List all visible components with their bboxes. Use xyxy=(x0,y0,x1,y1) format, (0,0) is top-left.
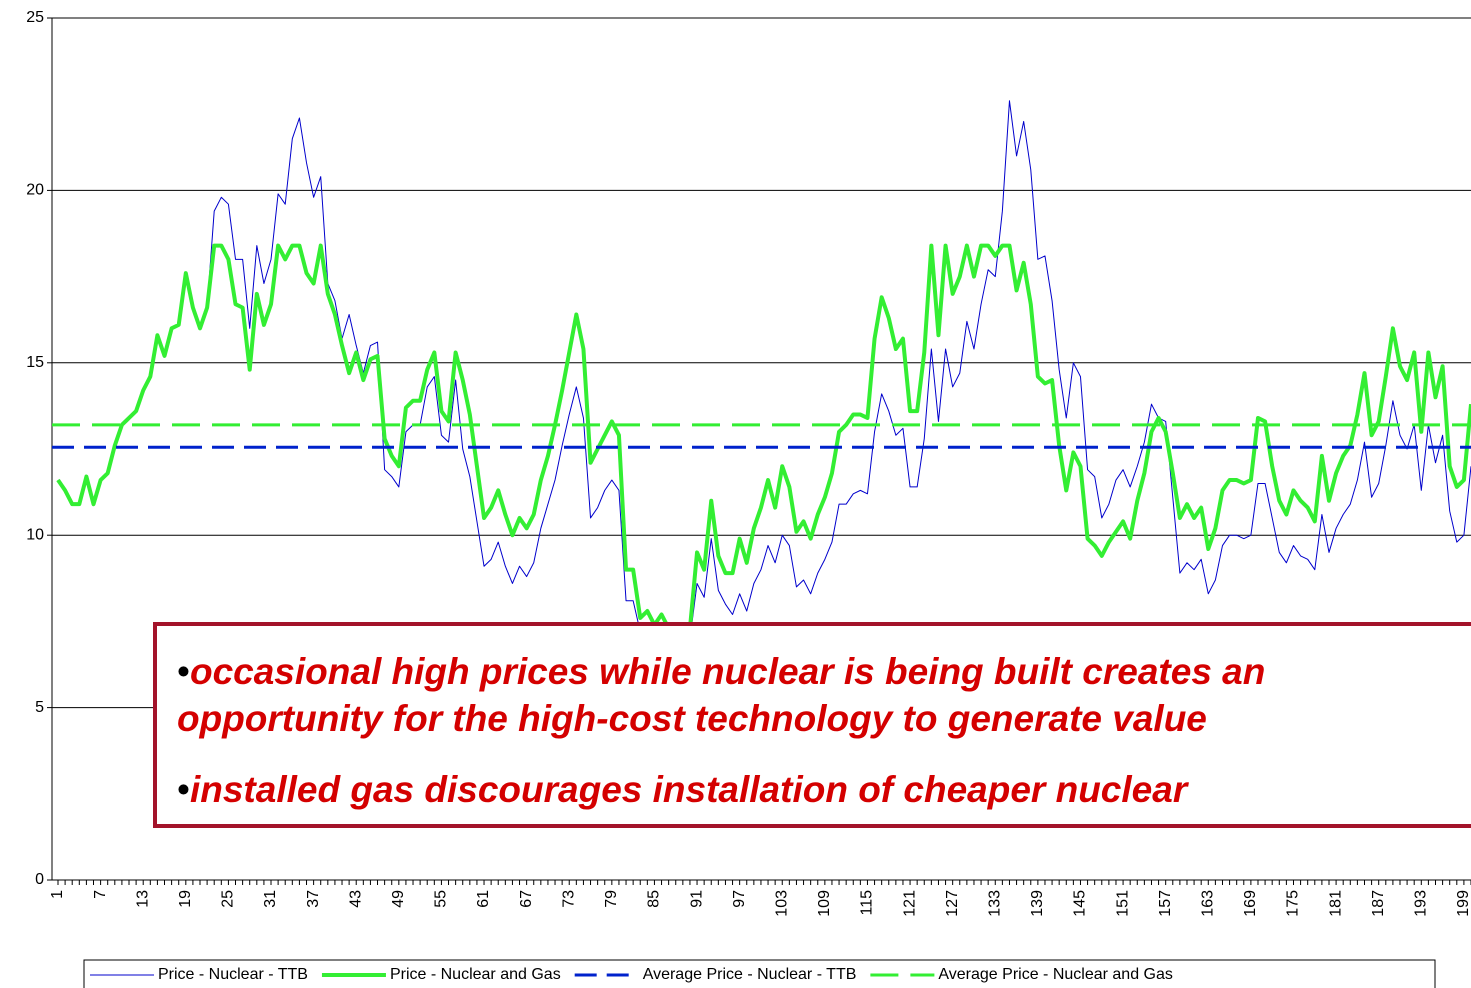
x-tick-label: 121 xyxy=(901,890,918,917)
x-tick-label: 43 xyxy=(347,890,364,908)
x-tick-label: 115 xyxy=(859,890,876,916)
x-tick-label: 109 xyxy=(816,890,833,917)
legend-label: Average Price - Nuclear and Gas xyxy=(938,966,1172,983)
x-tick-label: 139 xyxy=(1029,890,1046,917)
y-tick-label: 20 xyxy=(26,182,44,199)
x-tick-label: 67 xyxy=(518,890,535,908)
y-tick-label: 25 xyxy=(26,9,44,26)
legend-label: Price - Nuclear and Gas xyxy=(390,966,561,983)
x-tick-label: 187 xyxy=(1370,890,1387,917)
legend-label: Price - Nuclear - TTB xyxy=(158,966,308,983)
x-tick-label: 157 xyxy=(1157,890,1174,917)
x-tick-label: 97 xyxy=(731,890,748,908)
x-tick-label: 1 xyxy=(49,890,66,899)
y-tick-label: 10 xyxy=(26,526,44,543)
x-tick-label: 169 xyxy=(1242,890,1259,917)
legend-label: Average Price - Nuclear - TTB xyxy=(643,966,857,983)
x-tick-label: 181 xyxy=(1327,890,1344,917)
legend-box xyxy=(83,959,1436,988)
x-tick-label: 79 xyxy=(603,890,620,908)
series-line xyxy=(56,243,1471,641)
x-tick-label: 61 xyxy=(475,890,492,908)
series-line xyxy=(57,100,1471,653)
x-tick-label: 199 xyxy=(1455,890,1471,917)
y-tick-label: 5 xyxy=(35,699,44,716)
x-tick-label: 175 xyxy=(1285,890,1302,917)
x-tick-label: 193 xyxy=(1413,890,1430,917)
y-tick-label: 15 xyxy=(26,354,44,371)
x-tick-label: 73 xyxy=(560,890,577,908)
annotation: installed gas discourages installation o… xyxy=(177,766,1467,813)
x-tick-label: 145 xyxy=(1072,890,1089,917)
annotation-box: occasional high prices while nuclear is … xyxy=(153,622,1471,828)
x-tick-label: 163 xyxy=(1200,890,1217,917)
x-tick-label: 103 xyxy=(773,890,790,917)
x-tick-label: 37 xyxy=(305,890,322,908)
x-tick-label: 25 xyxy=(220,890,237,908)
x-tick-label: 19 xyxy=(177,890,194,908)
x-tick-label: 85 xyxy=(646,890,663,908)
y-tick-label: 0 xyxy=(35,871,44,888)
annotation: occasional high prices while nuclear is … xyxy=(177,648,1467,742)
x-tick-label: 31 xyxy=(262,890,279,908)
x-tick-label: 133 xyxy=(986,890,1003,917)
x-tick-label: 151 xyxy=(1114,890,1131,917)
x-tick-label: 49 xyxy=(390,890,407,908)
x-tick-label: 7 xyxy=(92,890,109,899)
x-tick-label: 55 xyxy=(433,890,450,908)
x-tick-label: 13 xyxy=(134,890,151,908)
x-tick-label: 127 xyxy=(944,890,961,917)
x-tick-label: 91 xyxy=(688,890,705,908)
